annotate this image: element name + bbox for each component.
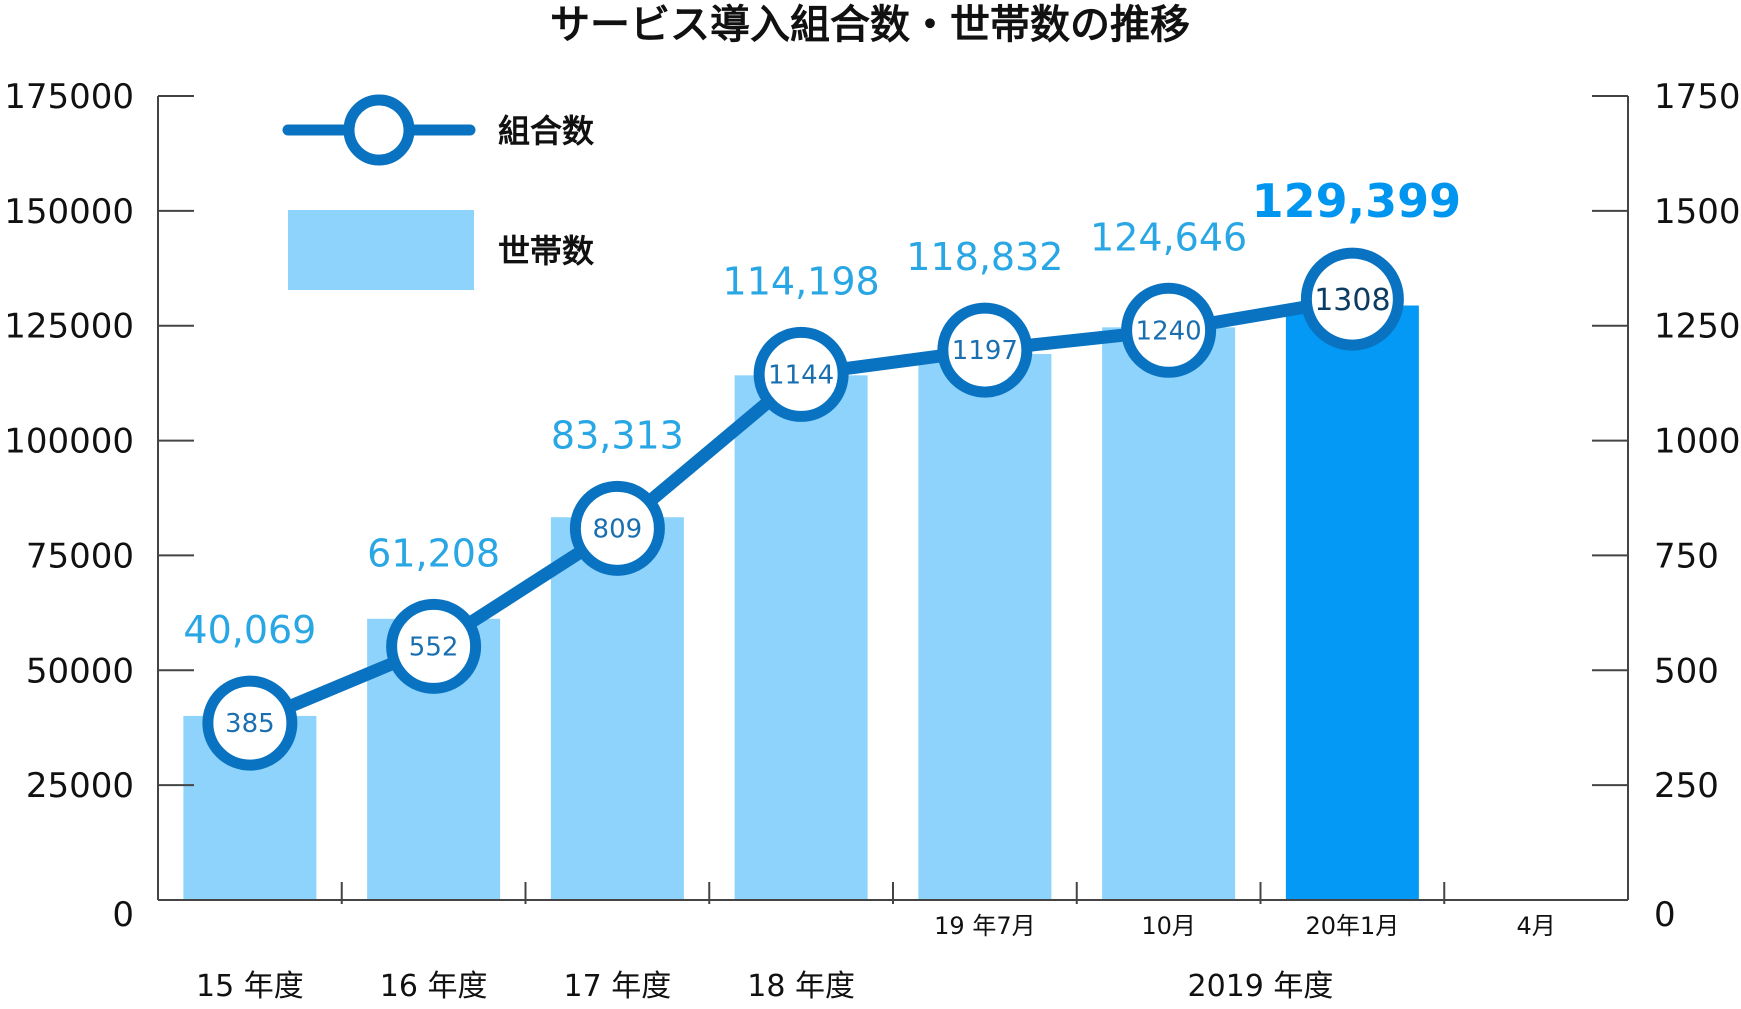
household-value-label: 114,198: [723, 259, 880, 303]
y-tick-label-right: 1000: [1654, 422, 1741, 462]
bars-layer: [183, 305, 1419, 900]
union-count-marker: [202, 675, 298, 771]
y-tick-label-left: 175000: [4, 77, 134, 117]
union-count-label: 552: [409, 632, 459, 662]
union-count-label: 385: [225, 709, 275, 739]
x-category-label: 20年1月: [1305, 912, 1399, 940]
household-bar: [550, 517, 684, 900]
y-tick-label-left: 100000: [4, 422, 134, 462]
union-count-marker: [1300, 247, 1404, 351]
legend: 組合数 世帯数: [282, 94, 595, 290]
y-tick-label-left: 25000: [26, 766, 134, 806]
x-category-label: 19 年7月: [934, 912, 1035, 940]
union-count-label: 1197: [952, 336, 1018, 366]
x-category-label: 15 年度: [196, 969, 304, 1004]
legend-bar-swatch: [288, 210, 474, 290]
household-bar: [918, 354, 1052, 900]
y-tick-label-left: 50000: [26, 651, 134, 691]
x-category-label: 18 年度: [747, 969, 855, 1004]
chart-title: サービス導入組合数・世帯数の推移: [550, 2, 1190, 48]
y-tick-label-left: 150000: [4, 192, 134, 232]
union-count-marker: [937, 302, 1033, 398]
y-tick-label-right: 1250: [1654, 307, 1741, 347]
labels-layer: 385 552 809 1144 1197 1240 1308 40,069 61,208 83,…: [183, 174, 1461, 739]
legend-label-households: 世帯数: [498, 232, 595, 270]
x-category-label: 4月: [1516, 912, 1555, 940]
y-tick-label-left: 0: [112, 895, 134, 935]
union-count-label: 1308: [1314, 283, 1390, 318]
union-count-label: 1240: [1136, 316, 1202, 346]
y-tick-label-left: 125000: [4, 307, 134, 347]
household-value-label: 40,069: [183, 608, 316, 652]
household-value-label: 124,646: [1090, 215, 1247, 259]
y-tick-label-right: 0: [1654, 895, 1676, 935]
x-category-label: 10月: [1141, 912, 1196, 940]
legend-marker-swatch: [343, 94, 415, 166]
union-count-marker: [386, 598, 482, 694]
household-bar: [1285, 305, 1419, 900]
household-bar: [734, 375, 868, 900]
union-count-label: 1144: [768, 360, 834, 390]
x-category-label: 17 年度: [564, 969, 672, 1004]
union-count-marker: [753, 326, 849, 422]
union-count-marker: [1121, 282, 1217, 378]
union-count-label: 809: [593, 514, 643, 544]
y-tick-label-right: 1500: [1654, 192, 1741, 232]
household-value-label: 129,399: [1252, 174, 1462, 228]
y-tick-label-left: 75000: [26, 536, 134, 576]
y-tick-label-right: 1750: [1654, 77, 1741, 117]
household-bar: [1102, 327, 1236, 900]
legend-label-unions: 組合数: [498, 112, 595, 150]
markers-layer: [202, 247, 1404, 771]
y-tick-label-right: 750: [1654, 536, 1719, 576]
household-value-label: 118,832: [906, 235, 1063, 279]
household-value-label: 61,208: [367, 531, 500, 575]
axes-layer: 0 0 25000 250 50000 500 75000 750 100000 1000 1250…: [4, 77, 1740, 1004]
household-value-label: 83,313: [551, 413, 684, 457]
union-count-marker: [569, 480, 665, 576]
x-group-label: 2019 年度: [1188, 969, 1334, 1004]
y-tick-label-right: 250: [1654, 766, 1719, 806]
y-tick-label-right: 500: [1654, 651, 1719, 691]
x-category-label: 16 年度: [380, 969, 488, 1004]
